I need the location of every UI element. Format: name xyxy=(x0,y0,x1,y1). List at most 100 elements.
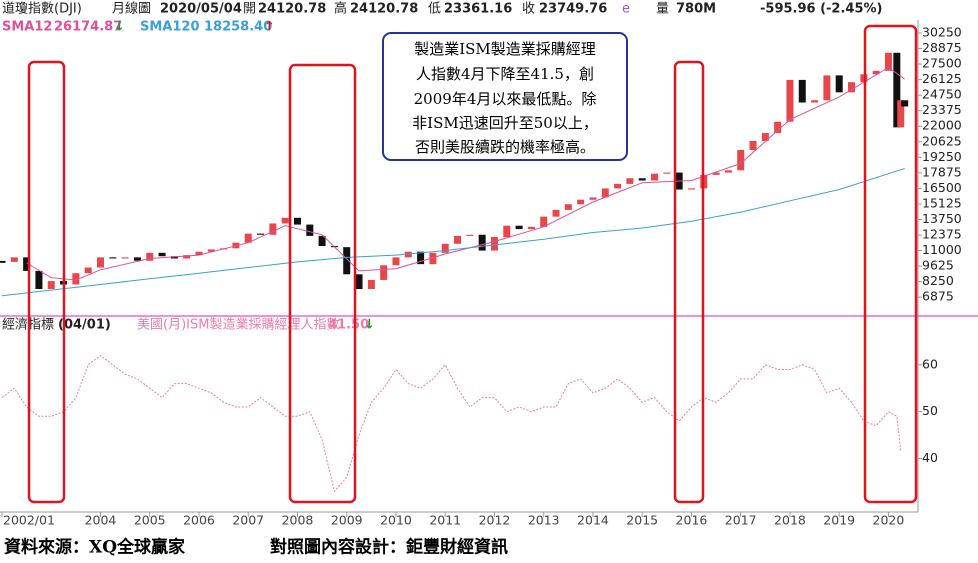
volume: 780M xyxy=(676,2,716,17)
candle xyxy=(823,75,831,101)
highlight-box xyxy=(863,24,918,504)
candle xyxy=(257,233,265,235)
x-tick-label: 2007 xyxy=(232,513,264,528)
candle xyxy=(84,267,92,274)
annotation-line: 2009年4月以來最低點。除 xyxy=(414,90,597,108)
legend-arrow: ↑ xyxy=(264,20,275,35)
legend-name: SMA120 xyxy=(140,20,200,35)
y-tick-label: 20625 xyxy=(922,133,962,148)
volume-label: 量 xyxy=(656,2,669,17)
candle xyxy=(109,257,117,259)
x-tick-label: 2020 xyxy=(873,513,905,528)
legend-name: SMA12 xyxy=(2,20,52,35)
candle xyxy=(23,257,31,271)
x-tick-label: 2011 xyxy=(429,513,461,528)
low: 23361.16 xyxy=(444,2,512,17)
candle xyxy=(121,257,129,259)
x-tick-label: 2012 xyxy=(479,513,511,528)
candle xyxy=(893,52,901,128)
y-tick-label: 17875 xyxy=(922,164,962,179)
y-tick-label: 6875 xyxy=(922,289,954,304)
candle xyxy=(133,257,141,261)
candle xyxy=(47,281,55,290)
candle xyxy=(503,225,511,238)
candle xyxy=(417,251,425,265)
candle xyxy=(786,79,794,122)
candle xyxy=(872,70,880,75)
legend-value: 26174.87 xyxy=(54,20,122,35)
legend-arrow: ↓ xyxy=(114,20,125,35)
candle xyxy=(454,235,462,244)
y-tick-label: 28875 xyxy=(922,40,962,55)
close: 23749.76 xyxy=(539,2,607,17)
candle xyxy=(429,252,437,265)
highlight-box xyxy=(27,60,66,504)
candle xyxy=(96,257,104,268)
candle xyxy=(0,260,6,263)
candle xyxy=(318,235,326,247)
y-tick-label: 19250 xyxy=(922,149,962,164)
candle xyxy=(146,252,154,261)
y-tick-label: 11000 xyxy=(922,242,962,257)
candle xyxy=(343,247,351,275)
close-label: 收 xyxy=(522,2,535,17)
highlight-box xyxy=(288,63,357,504)
candle xyxy=(466,234,474,236)
candle xyxy=(577,199,585,205)
x-tick-label: 2015 xyxy=(626,513,658,528)
candle xyxy=(749,140,757,150)
candle xyxy=(490,237,498,251)
x-tick-label: 2005 xyxy=(134,513,166,528)
y-tick-label: 16500 xyxy=(922,180,962,195)
candle xyxy=(601,188,609,198)
open: 24120.78 xyxy=(258,2,326,17)
candle xyxy=(306,224,314,236)
x-tick-label: 2018 xyxy=(774,513,806,528)
candle xyxy=(183,255,191,259)
y-tick-label: 13750 xyxy=(922,211,962,226)
annotation-line: 非ISM迅速回升至50以上， xyxy=(412,114,598,132)
candle xyxy=(441,243,449,253)
candle xyxy=(774,121,782,134)
candle xyxy=(712,172,720,175)
indicator-line xyxy=(1,354,902,493)
legend-value: 18258.40 xyxy=(204,20,272,35)
candle xyxy=(527,226,535,230)
y-tick-label: 23375 xyxy=(922,102,962,117)
y-tick-label: 24750 xyxy=(922,87,962,102)
candle xyxy=(195,251,203,256)
indicator-value: 41.50 xyxy=(328,318,369,333)
highlight-boxes xyxy=(27,24,918,504)
annotation-line: 否則美股續跌的機率極高。 xyxy=(415,138,595,156)
symbol: 道瓊指數(DJI) xyxy=(2,2,82,17)
y-tick-label: 40 xyxy=(922,450,938,465)
candle xyxy=(901,100,909,107)
annotation-box xyxy=(382,32,628,161)
candle xyxy=(835,75,843,93)
candle xyxy=(355,274,363,290)
date: 2020/05/04 xyxy=(160,2,242,17)
candle xyxy=(269,223,277,235)
candle xyxy=(884,52,892,71)
candle xyxy=(72,273,80,285)
y-tick-label: 8250 xyxy=(922,273,954,288)
plot-area: 6875825096251100012375137501512516500178… xyxy=(0,20,962,528)
candle xyxy=(170,256,178,259)
sma-line xyxy=(1,168,905,297)
high: 24120.78 xyxy=(350,2,418,17)
y-tick-label: 60 xyxy=(922,356,938,371)
candle xyxy=(293,217,301,225)
credit: 對照圖內容設計：鉅豐財經資訊 xyxy=(270,537,508,558)
candle xyxy=(761,133,769,141)
source: 資料來源：XQ全球贏家 xyxy=(4,537,185,558)
candle xyxy=(651,173,659,181)
candle xyxy=(158,252,166,257)
candle xyxy=(897,100,905,128)
candle xyxy=(515,225,523,230)
x-tick-label: 2008 xyxy=(282,513,314,528)
y-tick-label: 30250 xyxy=(922,24,962,39)
candle xyxy=(798,79,806,103)
candle xyxy=(848,82,856,93)
candle xyxy=(478,234,486,251)
